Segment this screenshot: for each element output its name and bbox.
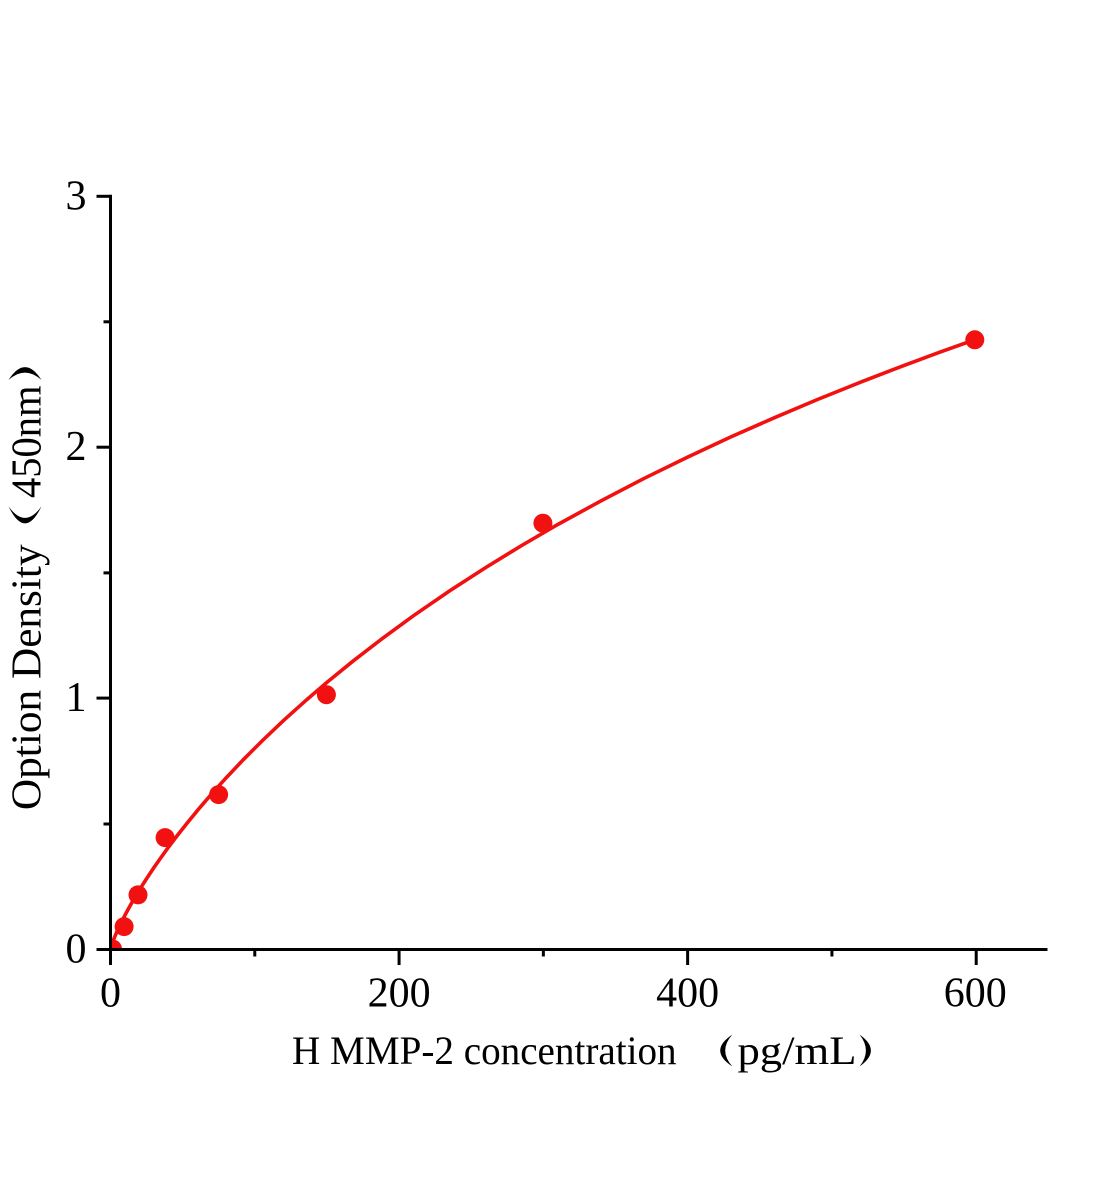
svg-text:pg/mL: pg/mL bbox=[738, 1028, 857, 1073]
svg-text:400: 400 bbox=[656, 971, 719, 1017]
svg-text:600: 600 bbox=[944, 971, 1007, 1017]
svg-text:200: 200 bbox=[368, 971, 431, 1017]
svg-text:1: 1 bbox=[66, 675, 87, 721]
svg-text:2: 2 bbox=[66, 424, 87, 470]
svg-text:450nm: 450nm bbox=[4, 385, 51, 498]
svg-text:3: 3 bbox=[66, 173, 87, 219]
svg-text:Option Density: Option Density bbox=[4, 544, 51, 810]
svg-text:0: 0 bbox=[66, 927, 87, 973]
svg-text:H MMP-2 concentration: H MMP-2 concentration bbox=[292, 1028, 677, 1073]
svg-text:0: 0 bbox=[100, 971, 121, 1017]
